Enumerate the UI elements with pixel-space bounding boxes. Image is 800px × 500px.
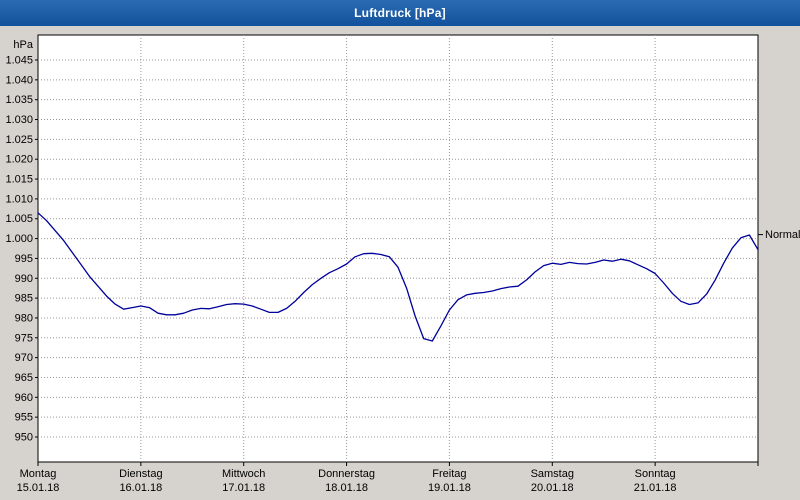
y-axis-label: 1.015 [5, 174, 33, 186]
day-name-label: Sonntag [635, 468, 676, 480]
day-date-label: 18.01.18 [325, 482, 368, 494]
day-name-label: Mittwoch [222, 468, 265, 480]
y-axis-label: 990 [15, 273, 33, 285]
y-axis-label: 955 [15, 412, 33, 424]
window-titlebar: Luftdruck [hPa] [0, 0, 800, 26]
y-axis-label: 975 [15, 332, 33, 344]
y-axis-label: 1.010 [5, 193, 33, 205]
y-axis-label: 1.030 [5, 114, 33, 126]
y-axis-label: 970 [15, 352, 33, 364]
day-date-label: 15.01.18 [17, 482, 60, 494]
day-date-label: 19.01.18 [428, 482, 471, 494]
plot-area [37, 34, 759, 463]
y-axis-label: 1.040 [5, 74, 33, 86]
y-axis-label: 1.020 [5, 154, 33, 166]
y-axis-unit: hPa [13, 39, 33, 51]
day-date-label: 21.01.18 [634, 482, 677, 494]
y-axis-label: 1.025 [5, 134, 33, 146]
day-name-label: Samstag [531, 468, 574, 480]
y-axis-label: 1.045 [5, 55, 33, 67]
y-axis-label: 995 [15, 253, 33, 265]
y-axis-label: 985 [15, 293, 33, 305]
window-title: Luftdruck [hPa] [354, 6, 446, 20]
y-axis-label: 1.000 [5, 233, 33, 245]
day-date-label: 16.01.18 [119, 482, 162, 494]
y-axis-label: 950 [15, 432, 33, 444]
y-axis-label: 1.005 [5, 213, 33, 225]
day-date-label: 20.01.18 [531, 482, 574, 494]
day-name-label: Freitag [432, 468, 466, 480]
day-name-label: Montag [20, 468, 57, 480]
day-name-label: Donnerstag [318, 468, 375, 480]
day-name-label: Dienstag [119, 468, 162, 480]
pressure-line [37, 212, 759, 342]
y-axis-label: 960 [15, 392, 33, 404]
y-axis-label: 965 [15, 372, 33, 384]
day-date-label: 17.01.18 [222, 482, 265, 494]
pressure-chart: 1.045 1.040 1.035 1.030 1.025 1.020 1.015 1.010… [5, 34, 800, 494]
y-axis-label: 980 [15, 312, 33, 324]
y-axis-label: 1.035 [5, 94, 33, 106]
normal-label: Normal [765, 229, 800, 241]
